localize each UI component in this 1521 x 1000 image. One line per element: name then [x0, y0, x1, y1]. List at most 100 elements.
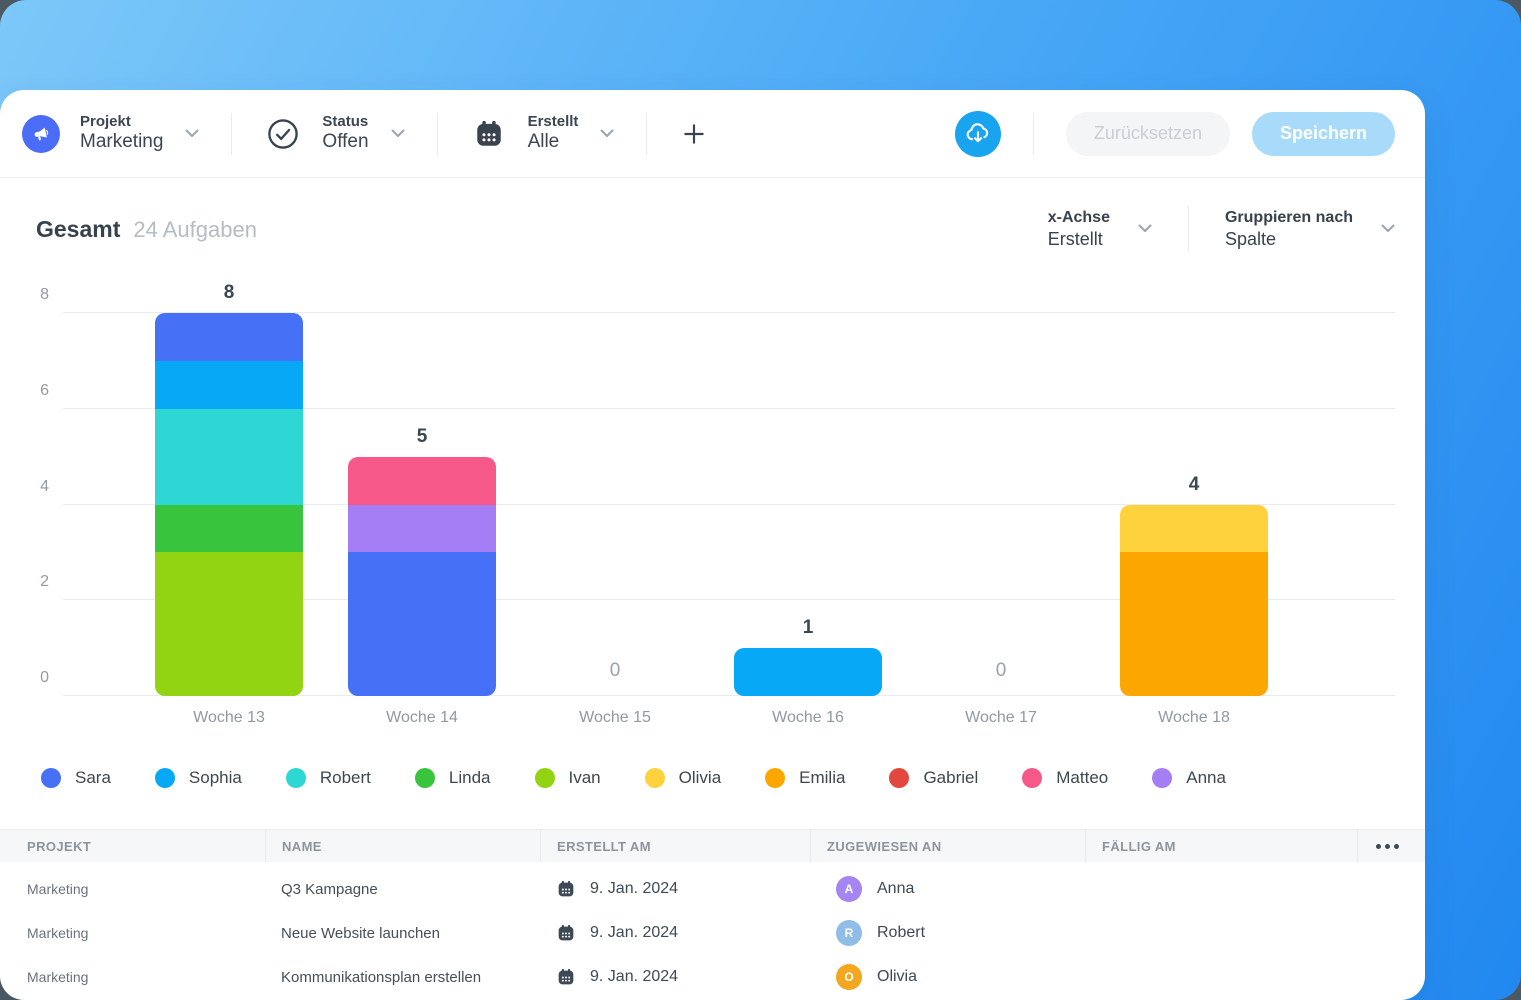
chart-title: Gesamt: [36, 215, 121, 242]
legend-label: Sara: [75, 768, 111, 787]
bar-segment-sophia[interactable]: [734, 648, 882, 696]
legend-color-dot: [534, 768, 555, 788]
bar-segment-sara[interactable]: [155, 313, 303, 361]
bar-group-woche-16[interactable]: [734, 648, 882, 696]
reset-button[interactable]: Zurücksetzen: [1065, 111, 1230, 156]
more-options-icon: [1376, 843, 1399, 849]
cell-task-name: Kommunikationsplan erstellen: [281, 968, 482, 986]
cell-project: Marketing: [27, 925, 89, 941]
calendar-icon: [558, 880, 574, 897]
gridline: [63, 312, 1395, 313]
legend-item-gabriel[interactable]: Gabriel: [889, 768, 978, 788]
legend-item-sara[interactable]: Sara: [41, 768, 111, 788]
cell-assignee: O Olivia: [810, 964, 1085, 990]
bar-segment-anna[interactable]: [348, 504, 496, 553]
bar-group-woche-18[interactable]: [1120, 504, 1268, 696]
x-axis-category-label: Woche 14: [386, 709, 458, 726]
table-row[interactable]: Marketing Kommunikationsplan erstellen 9. …: [0, 955, 1425, 999]
chart-subtitle: 24 Aufgaben: [133, 216, 257, 242]
gridline: [63, 599, 1395, 601]
xaxis-dropdown[interactable]: x-Achse Erstellt: [1048, 208, 1152, 251]
created-filter-dropdown[interactable]: Erstellt Alle: [470, 113, 615, 153]
legend-label: Olivia: [678, 768, 722, 787]
legend-color-dot: [41, 768, 61, 788]
created-date-text: 9. Jan. 2024: [590, 968, 679, 985]
project-filter-value: Marketing: [80, 131, 164, 153]
bar-segment-emilia[interactable]: [1120, 552, 1268, 696]
calendar-icon: [558, 924, 574, 941]
chevron-down-icon: [391, 125, 405, 143]
created-filter-value: Alle: [527, 131, 560, 153]
assignee-name: Olivia: [877, 968, 918, 985]
project-filter-label: Projekt: [80, 113, 131, 131]
plus-icon: [684, 123, 705, 144]
xaxis-value: Erstellt: [1047, 228, 1103, 249]
tasks-table: PROJEKT NAME ERSTELLT AM ZUGEWIESEN AN FÄLLI…: [0, 829, 1425, 999]
legend-color-dot: [1152, 768, 1173, 788]
avatar: A: [836, 876, 862, 902]
legend-item-linda[interactable]: Linda: [414, 768, 491, 788]
legend-color-dot: [1022, 768, 1043, 788]
cell-assignee: R Robert: [810, 920, 1085, 946]
column-options-button[interactable]: [1357, 830, 1425, 862]
add-filter-button[interactable]: [681, 121, 707, 147]
table-row[interactable]: Marketing Neue Website launchen 9. Jan. 20…: [0, 911, 1425, 955]
table-row[interactable]: Marketing Q3 Kampagne 9. Jan. 2024 A Anna: [0, 867, 1425, 911]
divider: [1032, 112, 1034, 155]
cell-created-date: 9. Jan. 2024: [540, 923, 810, 943]
chart-legend: Sara Sophia Robert Linda Ivan Olivia Emilia Gab…: [41, 768, 1425, 788]
divider: [646, 112, 648, 155]
bar-group-woche-14[interactable]: [348, 456, 496, 696]
column-header-f-llig-am: FÄLLIG AM: [1085, 830, 1357, 862]
bar-total-label: 0: [995, 660, 1007, 681]
column-header-name: NAME: [265, 830, 540, 862]
legend-item-sophia[interactable]: Sophia: [154, 768, 242, 788]
chevron-down-icon: [600, 125, 614, 143]
cell-created-date: 9. Jan. 2024: [540, 879, 810, 899]
assignee-name: Robert: [877, 924, 926, 941]
x-axis-category-label: Woche 13: [193, 709, 265, 726]
x-axis-category-label: Woche 16: [772, 709, 844, 726]
bar-segment-sophia[interactable]: [155, 360, 303, 409]
legend-item-anna[interactable]: Anna: [1152, 768, 1226, 788]
calendar-icon: [558, 968, 574, 985]
legend-label: Anna: [1186, 768, 1226, 787]
bar-segment-matteo[interactable]: [348, 456, 496, 505]
legend-label: Emilia: [799, 768, 846, 787]
divider: [231, 112, 233, 155]
legend-item-matteo[interactable]: Matteo: [1022, 768, 1108, 788]
status-filter-dropdown[interactable]: Status Offen: [264, 113, 405, 153]
column-header-erstellt-am: ERSTELLT AM: [540, 830, 810, 862]
project-filter-dropdown[interactable]: Projekt Marketing: [22, 113, 199, 153]
bar-total-label: 5: [416, 425, 428, 447]
megaphone-icon: [22, 114, 60, 153]
app-window: Projekt Marketing Status Offen: [0, 90, 1425, 1000]
cell-assignee: A Anna: [810, 876, 1085, 902]
y-axis-tick-label: 8: [40, 286, 49, 303]
legend-label: Gabriel: [923, 768, 979, 787]
legend-label: Robert: [319, 768, 371, 787]
created-date-text: 9. Jan. 2024: [590, 880, 679, 897]
y-axis-tick-label: 2: [40, 573, 49, 591]
bar-segment-olivia[interactable]: [1120, 504, 1268, 553]
bar-group-woche-13[interactable]: [155, 313, 303, 696]
legend-item-ivan[interactable]: Ivan: [534, 768, 601, 788]
column-header-zugewiesen-an: ZUGEWIESEN AN: [810, 830, 1085, 862]
bar-segment-ivan[interactable]: [155, 552, 303, 696]
bar-segment-linda[interactable]: [155, 504, 303, 553]
legend-label: Ivan: [568, 768, 601, 787]
legend-item-robert[interactable]: Robert: [285, 768, 371, 788]
created-filter-label: Erstellt: [527, 113, 579, 131]
group-by-dropdown[interactable]: Gruppieren nach Spalte: [1225, 208, 1395, 251]
x-axis-category-label: Woche 17: [965, 709, 1037, 726]
cloud-download-button[interactable]: [954, 110, 1001, 157]
cell-project: Marketing: [27, 881, 89, 897]
table-header-row: PROJEKT NAME ERSTELLT AM ZUGEWIESEN AN FÄLLI…: [0, 829, 1425, 862]
cloud-download-icon: [966, 122, 989, 142]
status-filter-value: Offen: [322, 131, 369, 153]
bar-segment-sara[interactable]: [348, 552, 496, 696]
legend-item-emilia[interactable]: Emilia: [765, 768, 845, 788]
legend-item-olivia[interactable]: Olivia: [644, 768, 722, 788]
save-button[interactable]: Speichern: [1251, 111, 1395, 156]
bar-segment-robert[interactable]: [155, 408, 303, 505]
